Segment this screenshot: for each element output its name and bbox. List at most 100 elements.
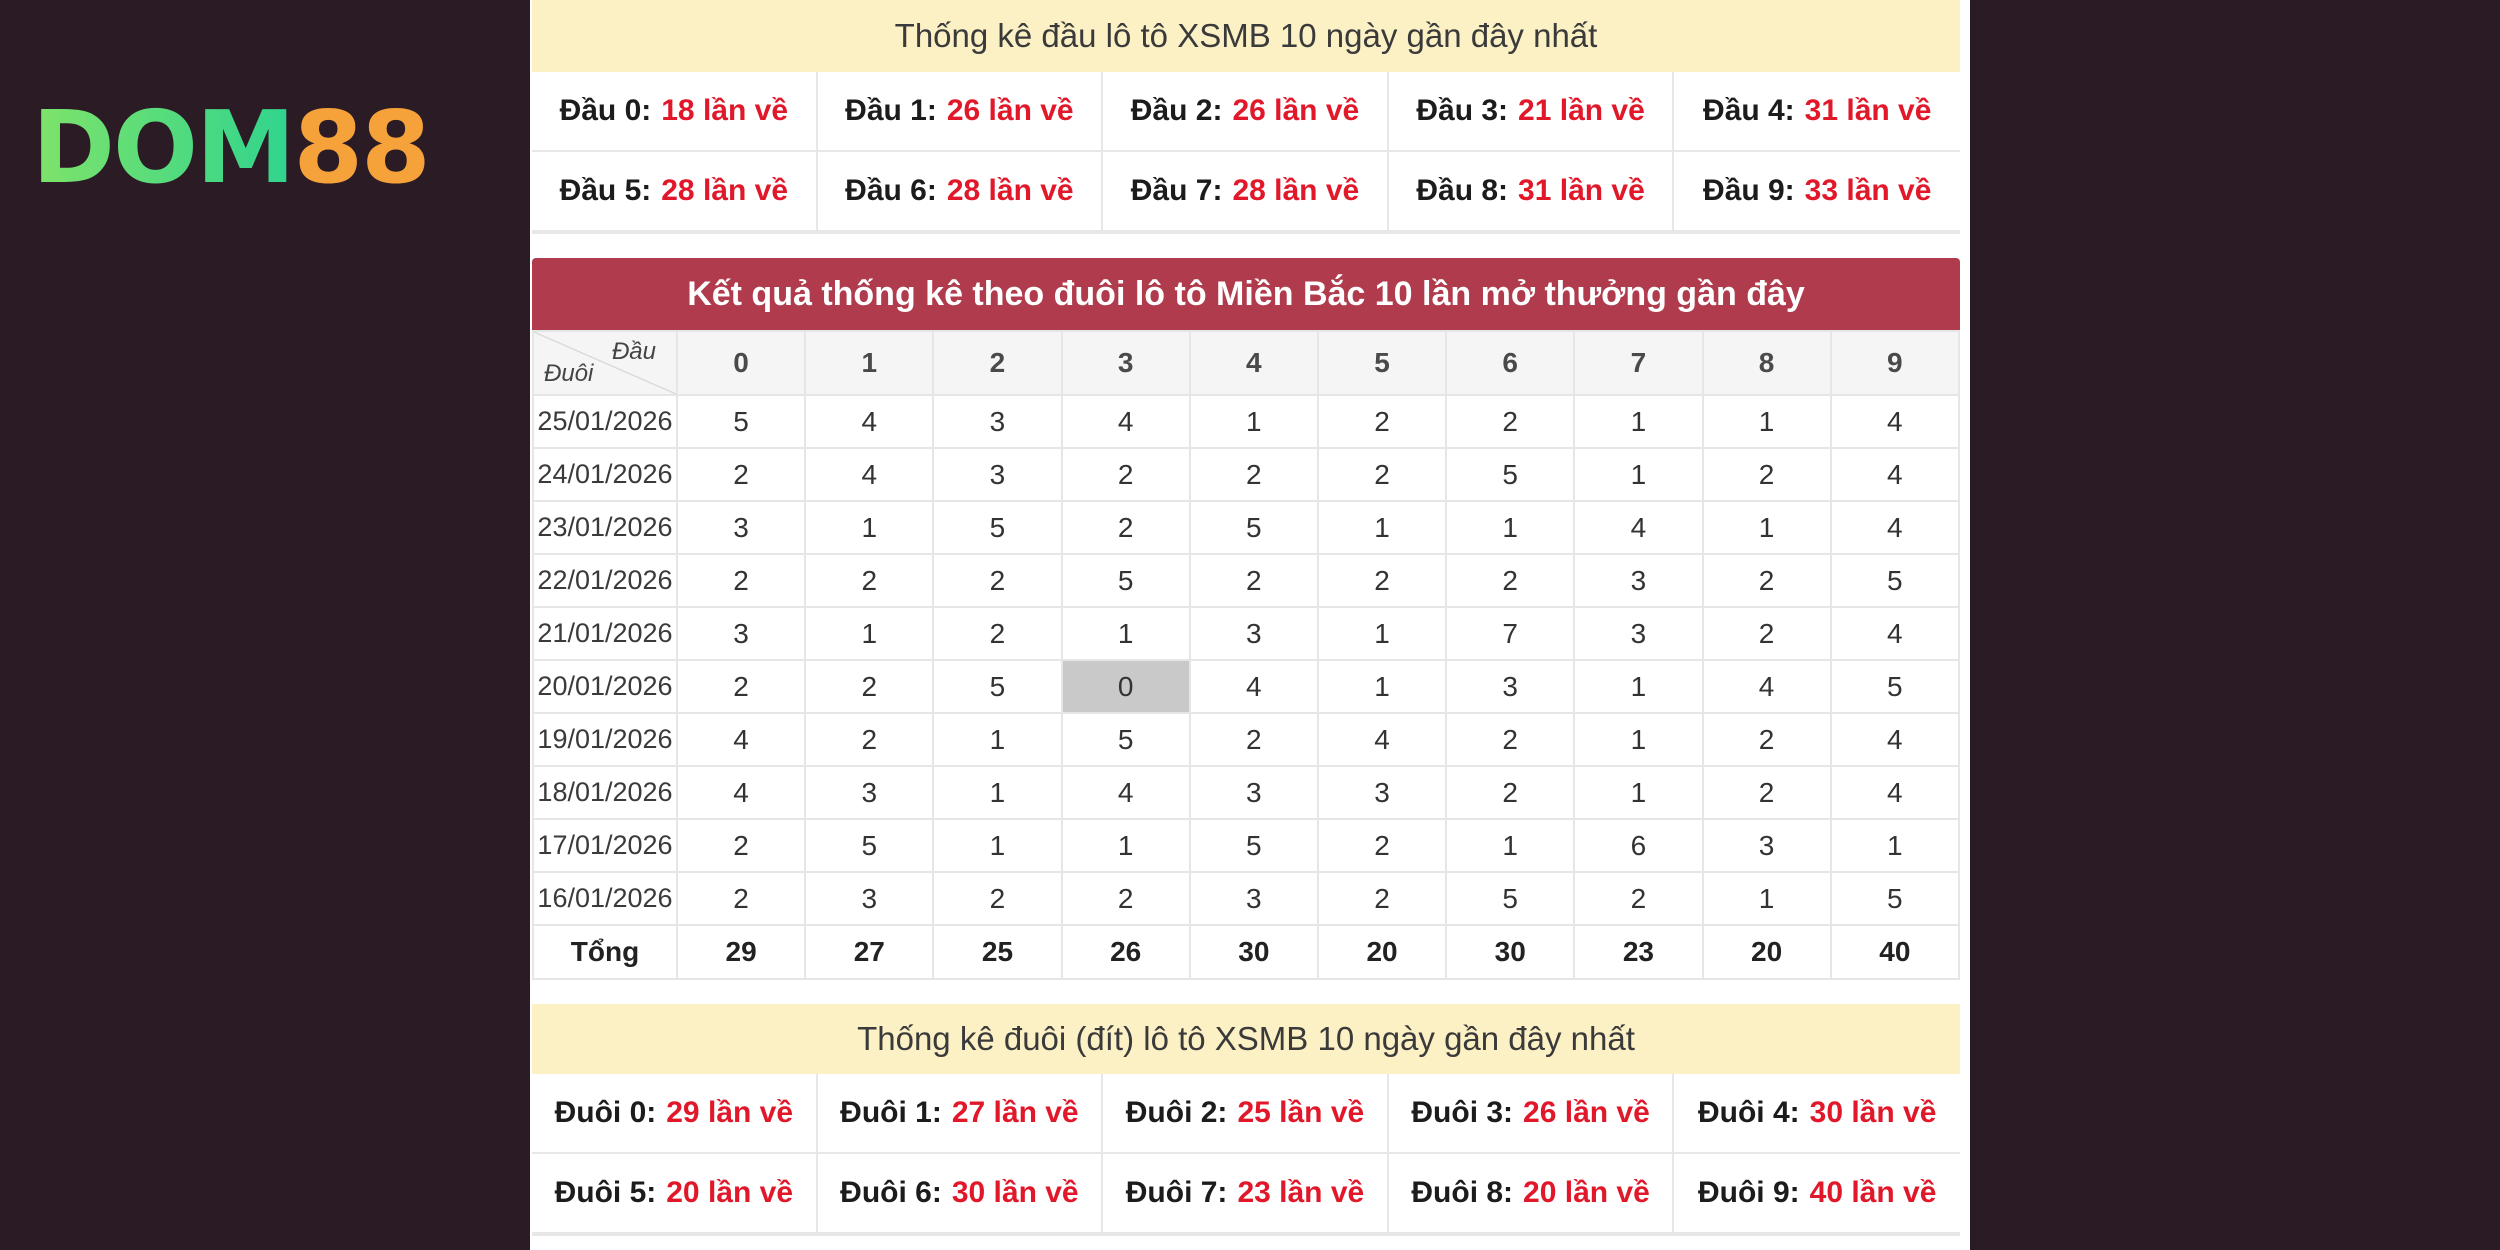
duoi-stat-label: Đuôi 7: <box>1125 1176 1228 1209</box>
table-cell: 2 <box>1188 712 1319 767</box>
dau-stat-label: Đầu 1: <box>845 94 937 127</box>
table-cell: 2 <box>1701 606 1832 661</box>
table-cell: 4 <box>804 447 935 502</box>
table-cell: 3 <box>1188 871 1319 926</box>
table-cell: 1 <box>1060 606 1191 661</box>
table-cell: 1 <box>1060 818 1191 873</box>
table-cell: 3 <box>675 606 807 661</box>
dau-stat-label: Đầu 0: <box>559 94 652 127</box>
row-date: 16/01/2026 <box>532 871 678 926</box>
duoi-stat-6: Đuôi 6: 30 lần về <box>817 1154 1104 1234</box>
duoi-stat-count: 30 lần về <box>951 1176 1079 1209</box>
dau-stat-7: Đầu 7: 28 lần về <box>1103 152 1389 232</box>
row-date: 25/01/2026 <box>532 394 678 449</box>
table-cell: 5 <box>932 500 1063 555</box>
corner-label-dau: Đầu <box>611 338 656 365</box>
table-cell: 1 <box>1316 606 1448 661</box>
table-cell: 4 <box>1829 394 1961 449</box>
table-cell: 3 <box>1188 606 1319 661</box>
duoi-stat-count: 27 lần về <box>951 1096 1079 1129</box>
table-cell: 3 <box>1573 606 1704 661</box>
duoi-stat-5: Đuôi 5: 20 lần về <box>532 1154 818 1234</box>
table-cell: 2 <box>932 606 1063 661</box>
dau-stat-label: Đầu 7: <box>1130 174 1223 207</box>
table-cell: 3 <box>932 447 1063 502</box>
table-cell: 2 <box>1701 447 1832 502</box>
brand-logo[interactable]: DOM88 <box>32 98 431 198</box>
dau-stat-count: 21 lần về <box>1518 94 1645 127</box>
duoi-stat-2: Đuôi 2: 25 lần về <box>1103 1074 1389 1154</box>
duoi-stat-count: 23 lần về <box>1237 1176 1365 1209</box>
dau-stat-9: Đầu 9: 33 lần về <box>1674 152 1960 232</box>
table-cell: 2 <box>1445 712 1576 767</box>
table-row: 23/01/2026 3 1 5 2 5 1 1 4 1 4 <box>532 500 1961 555</box>
table-cell: 1 <box>1701 500 1832 555</box>
table-cell: 5 <box>1060 553 1191 608</box>
table-cell: 1 <box>1573 765 1704 820</box>
dau-stat-count: 28 lần về <box>946 174 1074 207</box>
table-cell: 2 <box>1060 500 1191 555</box>
table-cell: 7 <box>1445 606 1576 661</box>
table-title: Kết quả thống kê theo đuôi lô tô Miền Bắ… <box>532 258 1960 330</box>
table-cell: 3 <box>1701 818 1832 873</box>
total-label: Tổng <box>532 924 678 980</box>
total-cell-7: 23 <box>1573 924 1704 980</box>
row-date: 19/01/2026 <box>532 712 678 767</box>
table-cell: 2 <box>804 553 935 608</box>
table-cell: 2 <box>675 553 807 608</box>
table-row: 21/01/2026 3 1 2 1 3 1 7 3 2 4 <box>532 606 1961 661</box>
duoi-stat-count: 20 lần về <box>1523 1176 1650 1209</box>
table-cell: 4 <box>1829 712 1961 767</box>
column-header-8: 8 <box>1701 330 1832 396</box>
table-cell: 1 <box>1573 659 1704 714</box>
dau-stat-count: 28 lần về <box>1232 174 1360 207</box>
duoi-stat-label: Đuôi 9: <box>1697 1176 1800 1209</box>
dau-stat-label: Đầu 8: <box>1416 174 1509 207</box>
duoi-stats-section: Thống kê đuôi (đít) lô tô XSMB 10 ngày g… <box>532 1004 1960 1236</box>
dau-stat-count: 26 lần về <box>946 94 1074 127</box>
table-cell: 3 <box>804 871 935 926</box>
table-cell: 3 <box>1188 765 1319 820</box>
corner-label-duoi: Đuôi <box>544 360 594 387</box>
table-cell: 2 <box>1445 394 1576 449</box>
table-cell: 2 <box>1316 447 1448 502</box>
table-cell: 4 <box>1829 447 1961 502</box>
table-cell: 2 <box>1573 871 1704 926</box>
dau-stat-5: Đầu 5: 28 lần về <box>532 152 818 232</box>
table-cell: 1 <box>1701 871 1832 926</box>
dau-stat-count: 18 lần về <box>661 94 789 127</box>
table-cell: 3 <box>1316 765 1448 820</box>
table-cell: 2 <box>1701 712 1832 767</box>
table-cell: 2 <box>675 659 807 714</box>
column-header-6: 6 <box>1445 330 1576 396</box>
table-total-row: Tổng 29 27 25 26 30 20 30 23 20 40 <box>532 924 1961 980</box>
total-cell-0: 29 <box>675 924 807 980</box>
table-cell: 1 <box>1445 500 1576 555</box>
column-header-5: 5 <box>1316 330 1448 396</box>
table-row: 16/01/2026 2 3 2 2 3 2 5 2 1 5 <box>532 871 1961 926</box>
duoi-table-section: Kết quả thống kê theo đuôi lô tô Miền Bắ… <box>532 258 1961 980</box>
duoi-stat-count: 25 lần về <box>1237 1096 1365 1129</box>
table-cell: 5 <box>1829 871 1961 926</box>
duoi-stat-label: Đuôi 2: <box>1125 1096 1228 1129</box>
dau-stat-8: Đầu 8: 31 lần về <box>1388 152 1675 232</box>
dau-stat-count: 33 lần về <box>1804 174 1932 207</box>
table-cell: 2 <box>1316 394 1448 449</box>
duoi-stat-count: 26 lần về <box>1523 1096 1650 1129</box>
table-cell: 1 <box>804 606 935 661</box>
table-cell: 5 <box>1829 553 1961 608</box>
table-cell: 1 <box>1829 818 1961 873</box>
duoi-stat-count: 40 lần về <box>1809 1176 1937 1209</box>
table-cell: 1 <box>1188 394 1319 449</box>
duoi-stat-label: Đuôi 3: <box>1411 1096 1514 1129</box>
table-cell: 2 <box>1445 765 1576 820</box>
table-cell: 1 <box>932 765 1063 820</box>
table-cell: 3 <box>1445 659 1576 714</box>
duoi-stat-count: 20 lần về <box>666 1176 794 1209</box>
dau-stats-title: Thống kê đầu lô tô XSMB 10 ngày gần đây … <box>532 0 1960 72</box>
stats-panel: Thống kê đầu lô tô XSMB 10 ngày gần đây … <box>530 0 1970 1250</box>
table-cell: 4 <box>1060 765 1191 820</box>
dau-stat-label: Đầu 2: <box>1130 94 1223 127</box>
table-cell: 2 <box>1316 818 1448 873</box>
